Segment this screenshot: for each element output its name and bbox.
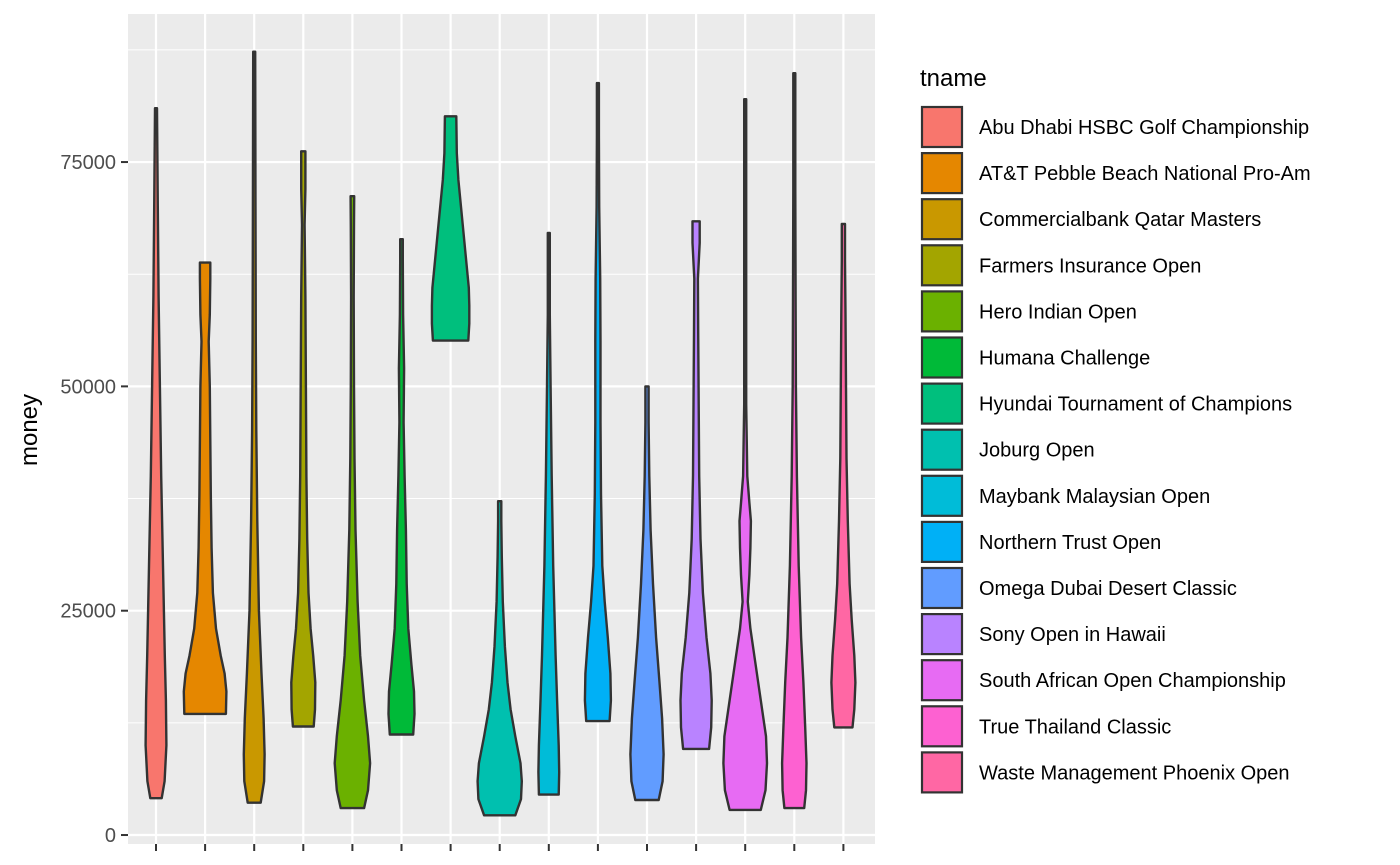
- violin-3: [242, 50, 266, 804]
- violin-4: [290, 150, 317, 728]
- violin-1: [144, 107, 168, 800]
- legend-key: [920, 751, 964, 794]
- legend-label: South African Open Championship: [979, 670, 1286, 692]
- legend-key: [920, 428, 964, 471]
- legend-key: [920, 520, 964, 564]
- violin-10: [583, 81, 613, 723]
- legend-key: [920, 244, 964, 287]
- violin-8: [476, 500, 523, 817]
- y-tick-label: 25000: [60, 601, 116, 623]
- legend-label: Humana Challenge: [979, 348, 1150, 370]
- violin-layer: [144, 50, 857, 817]
- legend-label: Northern Trust Open: [979, 532, 1161, 554]
- legend-label: True Thailand Classic: [979, 716, 1171, 738]
- legend-key: [920, 290, 964, 333]
- legend-key: [920, 659, 964, 702]
- legend-label: Farmers Insurance Open: [979, 255, 1201, 277]
- legend-label: Abu Dhabi HSBC Golf Championship: [979, 117, 1309, 139]
- x-axis: [155, 844, 845, 851]
- legend-label: Waste Management Phoenix Open: [979, 762, 1290, 784]
- legend-key: [920, 152, 964, 195]
- legend-key: [920, 566, 964, 610]
- legend-label: Sony Open in Hawaii: [979, 624, 1166, 646]
- violin-6: [387, 238, 416, 736]
- violin-13: [722, 98, 769, 812]
- legend: Abu Dhabi HSBC Golf Championship AT&T Peb…: [920, 105, 1311, 794]
- legend-label: AT&T Pebble Beach National Pro-Am: [979, 163, 1311, 185]
- violin-15: [830, 222, 857, 729]
- y-axis: 0 25000 50000 75000: [60, 152, 128, 847]
- legend-label: Commercialbank Qatar Masters: [979, 209, 1261, 231]
- violin-7: [430, 115, 471, 342]
- violin-12: [679, 220, 713, 751]
- legend-label: Hero Indian Open: [979, 301, 1137, 323]
- violin-11: [629, 385, 665, 802]
- y-tick-label: 75000: [60, 152, 116, 174]
- legend-label: Maybank Malaysian Open: [979, 486, 1210, 508]
- y-tick-label: 0: [105, 825, 116, 847]
- legend-key: [920, 198, 964, 241]
- legend-label: Joburg Open: [979, 440, 1095, 462]
- legend-key: [920, 105, 964, 149]
- legend-key: [920, 336, 964, 379]
- violin-2: [182, 261, 228, 716]
- legend-title: tname: [920, 65, 987, 92]
- violin-14: [780, 72, 808, 810]
- legend-key: [920, 705, 964, 748]
- legend-label: Hyundai Tournament of Champions: [979, 394, 1292, 416]
- y-axis-title: money: [16, 394, 43, 466]
- violin-5: [333, 195, 372, 810]
- legend-key: [920, 612, 964, 656]
- violin-9: [537, 231, 561, 796]
- y-tick-label: 50000: [60, 376, 116, 398]
- legend-key: [920, 474, 964, 517]
- legend-label: Omega Dubai Desert Classic: [979, 578, 1237, 600]
- legend-key: [920, 382, 964, 425]
